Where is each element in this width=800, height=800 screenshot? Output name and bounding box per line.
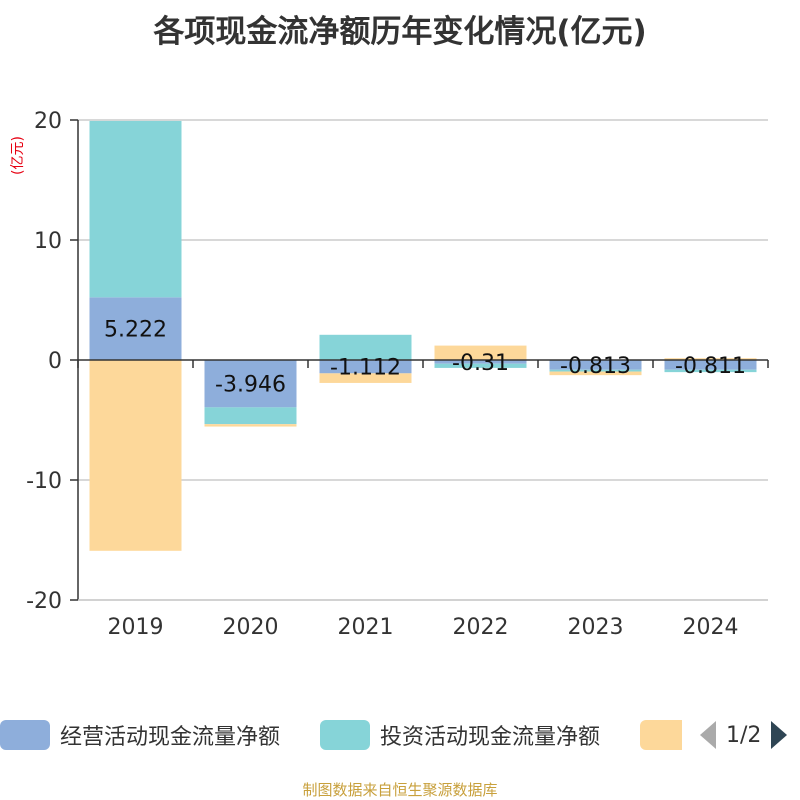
bars xyxy=(89,120,757,551)
data-label: -3.946 xyxy=(215,373,286,398)
legend-item-operating[interactable]: 经营活动现金流量净额 xyxy=(0,715,280,755)
bar-2020-series-1 xyxy=(204,407,297,425)
x-tick-label: 2024 xyxy=(683,615,739,640)
legend-page-indicator: 1/2 xyxy=(726,722,762,748)
data-label: -0.31 xyxy=(452,351,509,376)
x-tick-label: 2020 xyxy=(223,615,279,640)
legend-item-third[interactable] xyxy=(640,715,682,755)
y-tick-label: -20 xyxy=(26,589,62,614)
data-label: -0.813 xyxy=(560,354,631,379)
bar-2023-series-1 xyxy=(549,369,642,372)
x-tick-label: 2021 xyxy=(338,615,394,640)
y-tick-label: 10 xyxy=(34,229,62,254)
x-tick-label: 2023 xyxy=(568,615,624,640)
bar-2024-series-1 xyxy=(664,369,757,373)
legend-label-operating: 经营活动现金流量净额 xyxy=(60,725,281,750)
data-labels: 5.222 -3.946 -1.112 -0.31 -0.813 -0.811 xyxy=(104,318,746,398)
y-tick-label: 20 xyxy=(34,109,62,134)
legend-pager: 1/2 xyxy=(700,715,788,755)
axes: 20 10 0 -10 -20 2019 2020 2021 2022 2023 2024 xyxy=(26,109,769,640)
bar-2024-series-0 xyxy=(664,360,757,370)
bar-2019-series-2 xyxy=(89,360,182,551)
data-label: 5.222 xyxy=(104,318,167,343)
x-tick-label: 2022 xyxy=(453,615,509,640)
bar-2021-series-1 xyxy=(319,334,412,360)
bar-2024-series-2 xyxy=(664,358,757,360)
bar-2023-series-2 xyxy=(549,371,642,376)
y-tick-label: -10 xyxy=(26,469,62,494)
chart-title: 各项现金流净额历年变化情况(亿元) xyxy=(153,14,647,50)
bar-2022-series-0 xyxy=(434,360,527,364)
source-note: 制图数据来自恒生聚源数据库 xyxy=(302,781,498,799)
prev-page-icon[interactable] xyxy=(700,721,716,749)
bar-2022-series-2 xyxy=(434,345,527,360)
legend: 经营活动现金流量净额 投资活动现金流量净额 1/2 xyxy=(0,715,800,755)
y-tick-label: 0 xyxy=(48,349,62,374)
x-tick-label: 2019 xyxy=(108,615,164,640)
bar-2020-series-2 xyxy=(204,424,297,427)
bar-2023-series-0 xyxy=(549,360,642,370)
legend-swatch-third xyxy=(640,720,682,750)
legend-label-investing: 投资活动现金流量净额 xyxy=(380,725,601,750)
bar-2019-series-0 xyxy=(89,297,182,360)
legend-swatch-investing xyxy=(320,720,370,750)
legend-swatch-operating xyxy=(0,720,50,750)
data-label: -1.112 xyxy=(330,356,401,381)
data-label: -0.811 xyxy=(675,354,746,379)
bar-2020-series-0 xyxy=(204,360,297,408)
next-page-icon[interactable] xyxy=(771,721,788,749)
bar-2021-series-2 xyxy=(319,373,412,383)
legend-item-investing[interactable]: 投资活动现金流量净额 xyxy=(320,715,600,755)
bar-2021-series-0 xyxy=(319,360,412,374)
bar-2019-series-1 xyxy=(89,120,182,298)
bar-2022-series-1 xyxy=(434,363,527,368)
bar-chart: 20 10 0 -10 -20 2019 2020 2021 2022 2023 2024 5.22… xyxy=(26,109,769,640)
